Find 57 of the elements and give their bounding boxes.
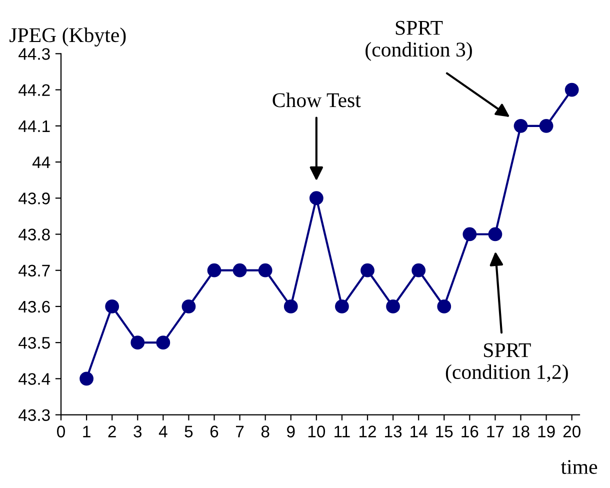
x-tick-label: 13 <box>385 426 402 438</box>
annotation: SPRT (condition 3) <box>366 20 472 61</box>
point <box>156 336 170 350</box>
x-tick-label: 0 <box>57 426 65 438</box>
x-tick-label: 7 <box>236 426 244 438</box>
x-tick-label: 17 <box>487 426 504 438</box>
point <box>284 300 298 314</box>
x-tick-label: 9 <box>287 426 295 438</box>
x-tick-label: 20 <box>563 426 580 438</box>
y-tick-label: 43.8 <box>18 228 50 240</box>
x-tick-label: 2 <box>108 426 116 438</box>
point <box>335 300 349 314</box>
y-axis-title: JPEG (Kbyte) <box>10 28 126 46</box>
point <box>130 336 145 350</box>
x-axis-title: time <box>560 460 598 474</box>
point <box>386 300 400 314</box>
point <box>309 191 324 206</box>
x-tick-label: 5 <box>184 426 193 438</box>
y-tick-label: 44.3 <box>18 48 50 60</box>
annotation: Chow Test <box>272 92 361 108</box>
y-tick-label: 43.7 <box>18 264 50 277</box>
x-tick-label: 15 <box>436 426 453 438</box>
y-tick-label: 43.5 <box>18 336 50 349</box>
x-tick-label: 19 <box>538 426 555 438</box>
point <box>539 118 554 133</box>
point <box>514 118 528 133</box>
point <box>207 263 222 278</box>
x-tick-label: 14 <box>410 426 428 438</box>
point <box>258 263 272 278</box>
x-tick-label: 12 <box>360 426 376 438</box>
x-tick-label: 8 <box>261 426 270 438</box>
point <box>105 300 120 314</box>
x-tick-label: 10 <box>308 426 326 438</box>
point <box>182 300 196 314</box>
x-tick-label: 1 <box>83 426 90 438</box>
point <box>488 227 502 242</box>
y-tick-label: 44.2 <box>18 84 50 96</box>
y-tick-label: 44.1 <box>18 120 50 132</box>
x-tick-label: 3 <box>134 426 142 438</box>
y-tick-label: 44 <box>32 156 50 168</box>
point <box>80 372 94 386</box>
annotation: SPRT (condition 1,2) <box>446 343 568 384</box>
x-tick-label: 6 <box>210 426 218 438</box>
y-tick-label: 43.9 <box>18 192 50 204</box>
point <box>360 263 374 278</box>
x-tick-label: 4 <box>158 426 168 438</box>
x-tick-label: 11 <box>334 426 350 438</box>
x-tick-label: 18 <box>512 426 530 438</box>
x-tick-label: 16 <box>462 426 478 438</box>
point <box>564 82 579 97</box>
y-tick-label: 43.4 <box>18 373 50 385</box>
point <box>437 300 452 314</box>
point <box>412 263 426 278</box>
y-tick-label: 43.6 <box>18 300 50 313</box>
point <box>462 227 477 242</box>
y-tick-label: 43.3 <box>18 409 50 422</box>
point <box>232 263 247 278</box>
